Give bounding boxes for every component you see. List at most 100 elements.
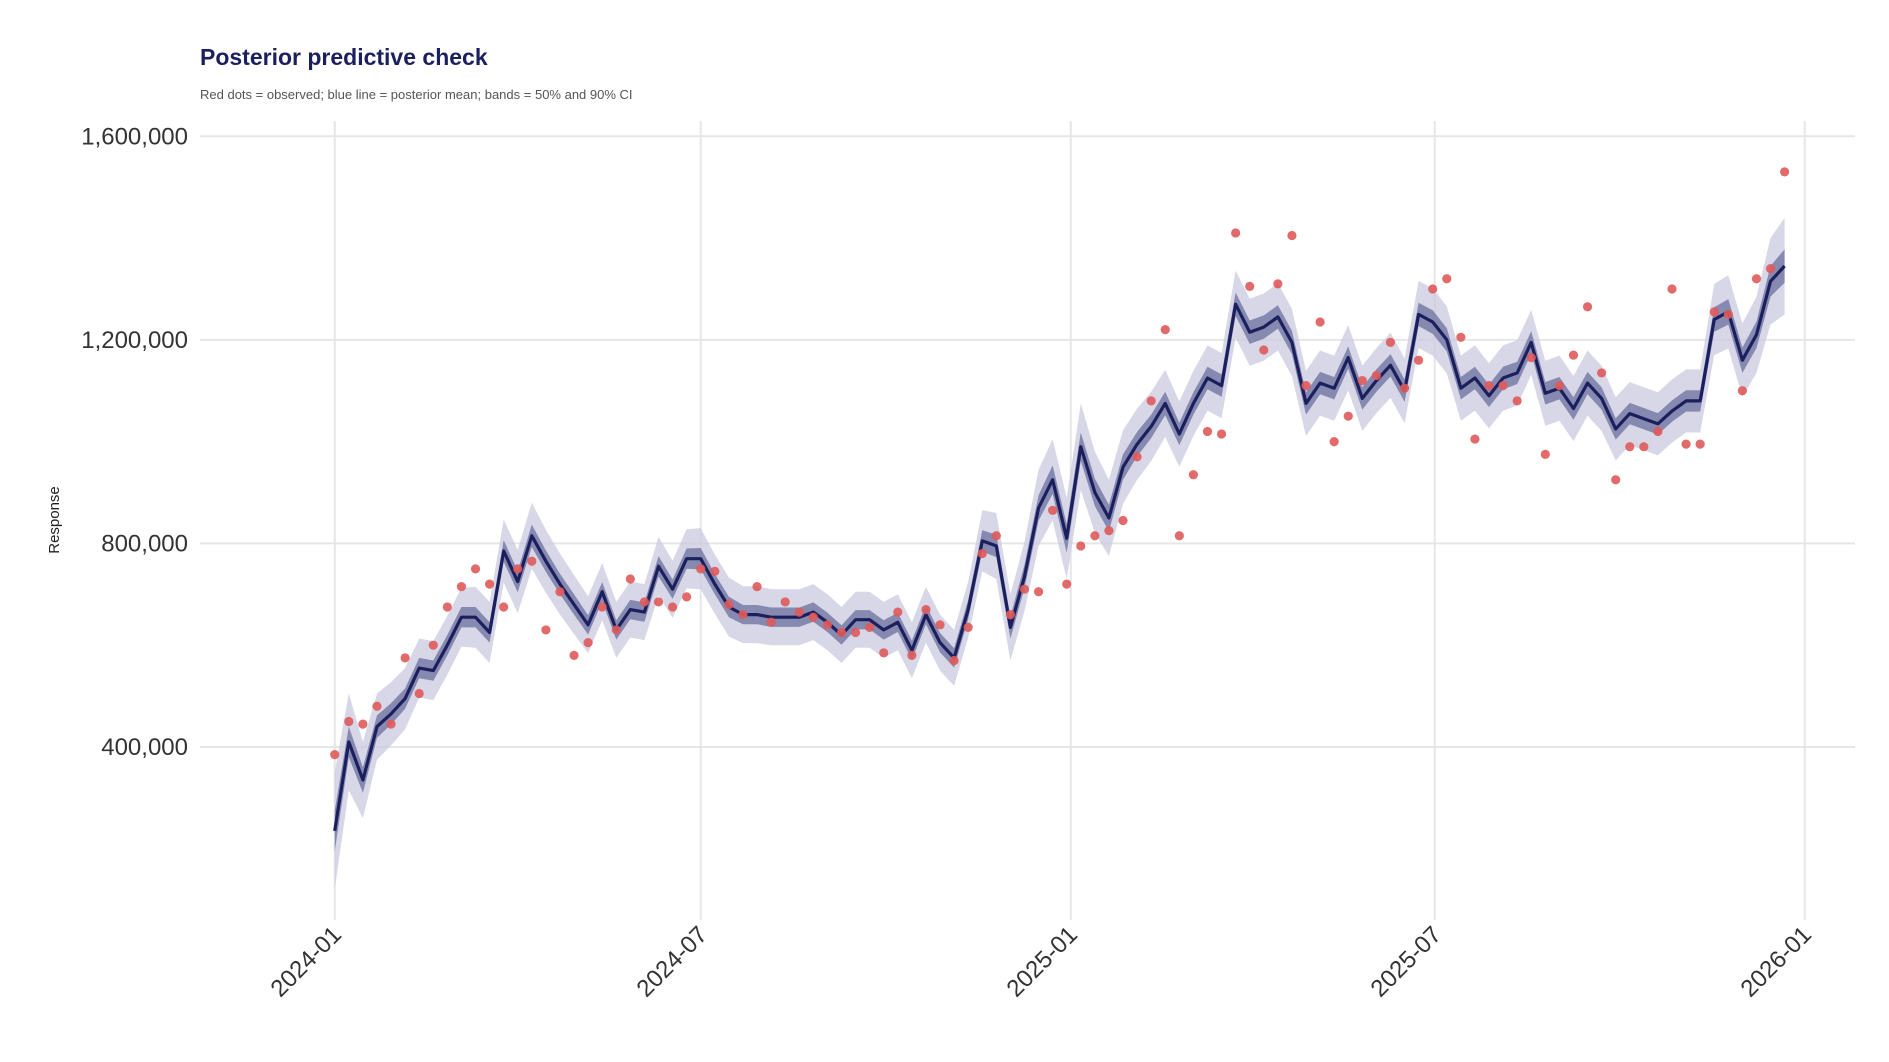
bands-layer	[334, 217, 1785, 890]
observed-point	[907, 650, 917, 660]
observed-point	[653, 597, 664, 607]
observed-point	[893, 607, 903, 617]
observed-point	[1639, 442, 1649, 452]
observed-point	[639, 597, 650, 607]
observed-point	[1062, 579, 1072, 589]
observed-point	[991, 531, 1001, 541]
observed-point	[1385, 337, 1396, 347]
observed-point	[1681, 439, 1691, 449]
observed-point	[1090, 531, 1100, 541]
y-tick-label: 800,000	[101, 530, 188, 557]
observed-point	[344, 716, 354, 727]
observed-point	[1765, 263, 1776, 274]
observed-point	[541, 625, 551, 635]
observed-point	[513, 564, 523, 574]
observed-point	[1568, 350, 1579, 360]
observed-point	[963, 622, 973, 632]
y-axis-label: Response	[46, 486, 63, 554]
observed-point	[1216, 429, 1227, 439]
observed-point	[583, 638, 593, 648]
observed-point	[1540, 449, 1550, 459]
observed-point	[1428, 284, 1438, 294]
observed-point	[597, 602, 607, 612]
x-tick-label: 2025-01	[1002, 921, 1083, 1002]
observed-point	[780, 597, 790, 607]
observed-point	[1231, 228, 1241, 238]
observed-point	[1653, 426, 1663, 437]
observed-point	[1737, 386, 1747, 396]
observed-point	[1554, 381, 1564, 391]
posterior-mean-line	[333, 264, 1786, 832]
chart-title: Posterior predictive check	[200, 44, 488, 70]
observed-point	[1033, 587, 1044, 597]
observed-point	[1329, 437, 1339, 447]
observed-point	[1442, 274, 1452, 284]
observed-point	[822, 620, 833, 630]
observed-point	[1526, 353, 1536, 363]
observed-point	[1315, 317, 1325, 327]
observed-point	[1582, 302, 1593, 312]
observed-point	[1709, 307, 1719, 317]
observed-point	[738, 610, 748, 620]
observed-point	[1188, 470, 1199, 480]
observed-point	[358, 719, 368, 729]
observed-point	[1695, 439, 1705, 449]
observed-point	[625, 574, 635, 584]
x-tick-label: 2026-01	[1736, 921, 1817, 1002]
observed-point	[1751, 274, 1762, 284]
chart-subtitle: Red dots = observed; blue line = posteri…	[200, 87, 633, 102]
observed-point	[1202, 426, 1213, 437]
x-axis-ticks: 2024-01 2024-07 2025-01 2025-07 2026-01	[266, 921, 1817, 1002]
observed-point	[850, 627, 861, 638]
observed-point	[1399, 383, 1410, 393]
x-tick-label: 2024-07	[632, 921, 713, 1002]
observed-point	[456, 582, 467, 592]
observed-point	[1414, 355, 1424, 365]
observed-point	[1301, 381, 1311, 391]
observed-point	[499, 602, 509, 612]
observed-point	[611, 625, 621, 635]
observed-point	[667, 602, 678, 612]
observed-point	[555, 587, 565, 597]
observed-point	[1132, 452, 1142, 462]
observed-point	[569, 650, 579, 660]
observed-point	[1019, 584, 1030, 594]
observed-point	[1118, 515, 1128, 526]
observed-point	[414, 688, 424, 699]
observed-point	[1780, 167, 1790, 177]
observed-point	[1625, 442, 1635, 452]
observed-point	[1357, 375, 1367, 386]
observed-points-layer	[330, 167, 1790, 760]
observed-point	[1146, 396, 1156, 406]
observed-point	[1076, 541, 1086, 551]
x-tick-label: 2025-07	[1366, 921, 1447, 1002]
mean-line-layer	[333, 264, 1786, 832]
observed-point	[1498, 381, 1508, 391]
observed-point	[921, 604, 931, 615]
observed-point	[1371, 370, 1381, 381]
observed-point	[696, 564, 706, 574]
observed-point	[372, 701, 382, 711]
observed-point	[400, 653, 410, 663]
observed-point	[836, 627, 847, 638]
observed-point	[442, 602, 452, 612]
observed-point	[977, 548, 987, 559]
observed-point	[682, 592, 692, 602]
observed-point	[527, 556, 537, 566]
observed-point	[470, 564, 481, 574]
observed-point	[1484, 381, 1494, 391]
observed-point	[724, 599, 734, 610]
observed-point	[1456, 332, 1466, 342]
observed-point	[1245, 281, 1255, 291]
observed-point	[1259, 345, 1269, 355]
observed-point	[1048, 505, 1058, 515]
observed-point	[1470, 434, 1480, 444]
observed-point	[484, 579, 495, 589]
observed-point	[1174, 531, 1184, 541]
observed-point	[1287, 230, 1297, 241]
observed-point	[879, 648, 889, 658]
observed-point	[865, 622, 875, 632]
observed-point	[1723, 309, 1733, 319]
y-tick-label: 1,200,000	[81, 327, 188, 354]
